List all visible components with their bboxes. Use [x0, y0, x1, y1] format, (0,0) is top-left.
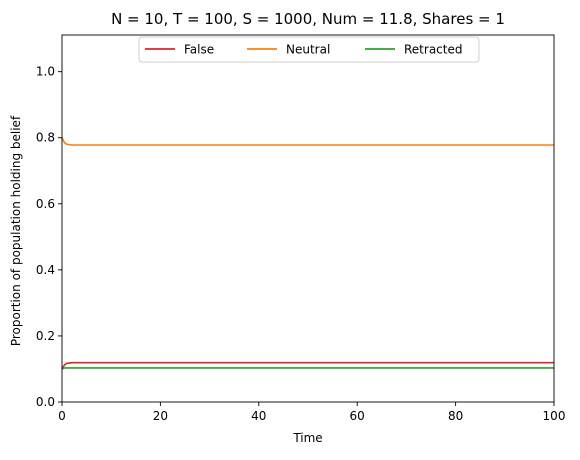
- y-tick-label: 0.0: [36, 395, 55, 409]
- y-tick-label: 0.8: [36, 131, 55, 145]
- y-axis-label: Proportion of population holding belief: [9, 115, 23, 346]
- chart-title: N = 10, T = 100, S = 1000, Num = 11.8, S…: [111, 10, 505, 28]
- legend-label-false: False: [184, 43, 214, 57]
- y-tick-label: 0.4: [36, 263, 55, 277]
- x-tick-label: 100: [543, 409, 566, 423]
- series-line-retracted: [61, 367, 554, 370]
- y-tick-label: 0.6: [36, 197, 55, 211]
- legend-label-retracted: Retracted: [404, 43, 462, 57]
- axes-frame: [61, 34, 555, 403]
- x-tick-label: 20: [153, 409, 168, 423]
- x-tick-label: 40: [251, 409, 266, 423]
- legend-box: [138, 36, 480, 63]
- y-tick-label: 1.0: [36, 65, 55, 79]
- legend-label-neutral: Neutral: [286, 43, 330, 57]
- x-tick-label: 80: [448, 409, 463, 423]
- x-tick-label: 60: [350, 409, 365, 423]
- x-tick-label: 0: [58, 409, 66, 423]
- series-line-false: [61, 361, 554, 370]
- y-tick-label: 0.2: [36, 329, 55, 343]
- legend: False Neutral Retracted: [138, 36, 480, 63]
- x-axis-label: Time: [292, 431, 322, 445]
- plot-area: 0 20 40 60 80 100 0.0 0.2 0.4 0.6 0.8 1.0: [36, 34, 566, 423]
- series-line-neutral: [61, 137, 554, 146]
